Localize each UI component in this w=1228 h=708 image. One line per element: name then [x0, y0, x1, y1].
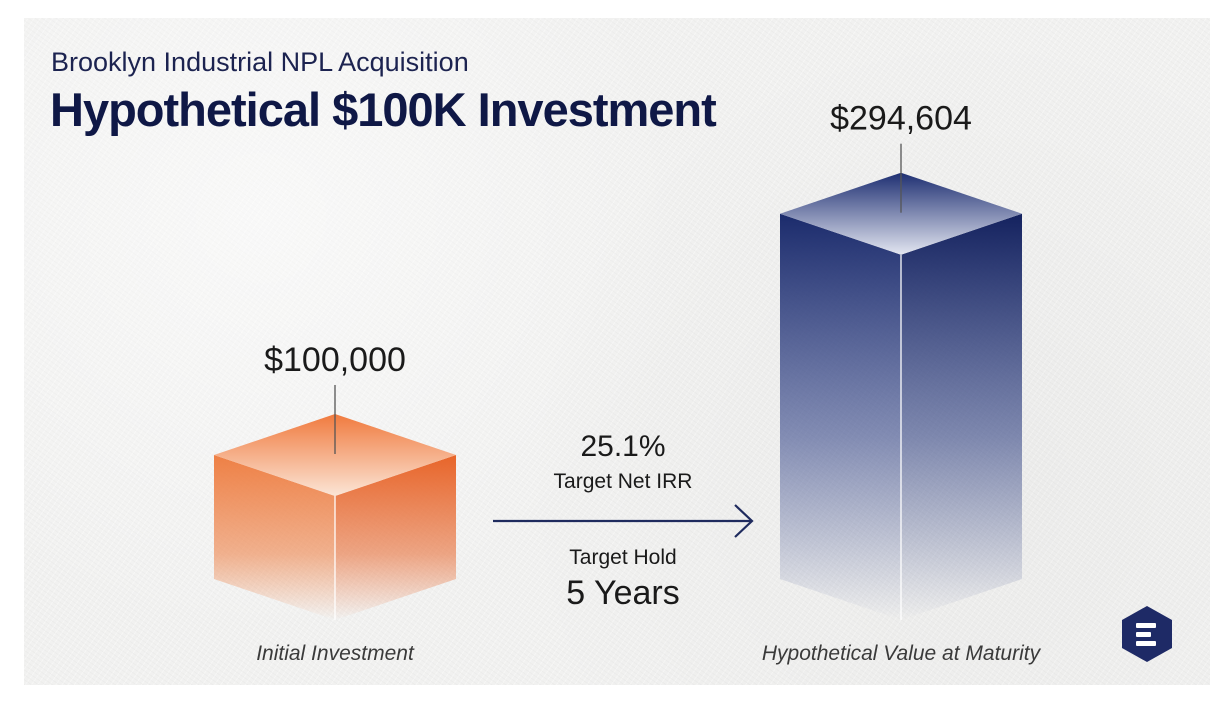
- bar-0-category-label: Initial Investment: [256, 642, 415, 665]
- bar-1-top-face: [780, 172, 1022, 255]
- menu-lines-icon: [1136, 623, 1156, 646]
- bar-1-category-label: Hypothetical Value at Maturity: [762, 642, 1042, 665]
- bar-0-right-face: [335, 455, 456, 620]
- bar-0: [214, 385, 456, 620]
- bar-0-top-face: [214, 414, 456, 496]
- brand-logo: [1122, 606, 1172, 662]
- irr-label: Target Net IRR: [554, 470, 693, 493]
- bar-1-left-face: [780, 213, 901, 620]
- bar-1-value-label: $294,604: [830, 100, 972, 138]
- hold-value: 5 Years: [566, 574, 679, 612]
- irr-value: 25.1%: [580, 430, 665, 463]
- chart-subtitle: Brooklyn Industrial NPL Acquisition: [51, 47, 469, 77]
- bar-1: [780, 143, 1022, 620]
- bar-0-value-label: $100,000: [264, 341, 406, 379]
- hold-label: Target Hold: [569, 546, 676, 569]
- chart-title: Hypothetical $100K Investment: [50, 83, 717, 136]
- growth-arrow: [493, 504, 754, 538]
- bar-1-right-face: [901, 213, 1022, 620]
- bar-0-left-face: [214, 455, 335, 620]
